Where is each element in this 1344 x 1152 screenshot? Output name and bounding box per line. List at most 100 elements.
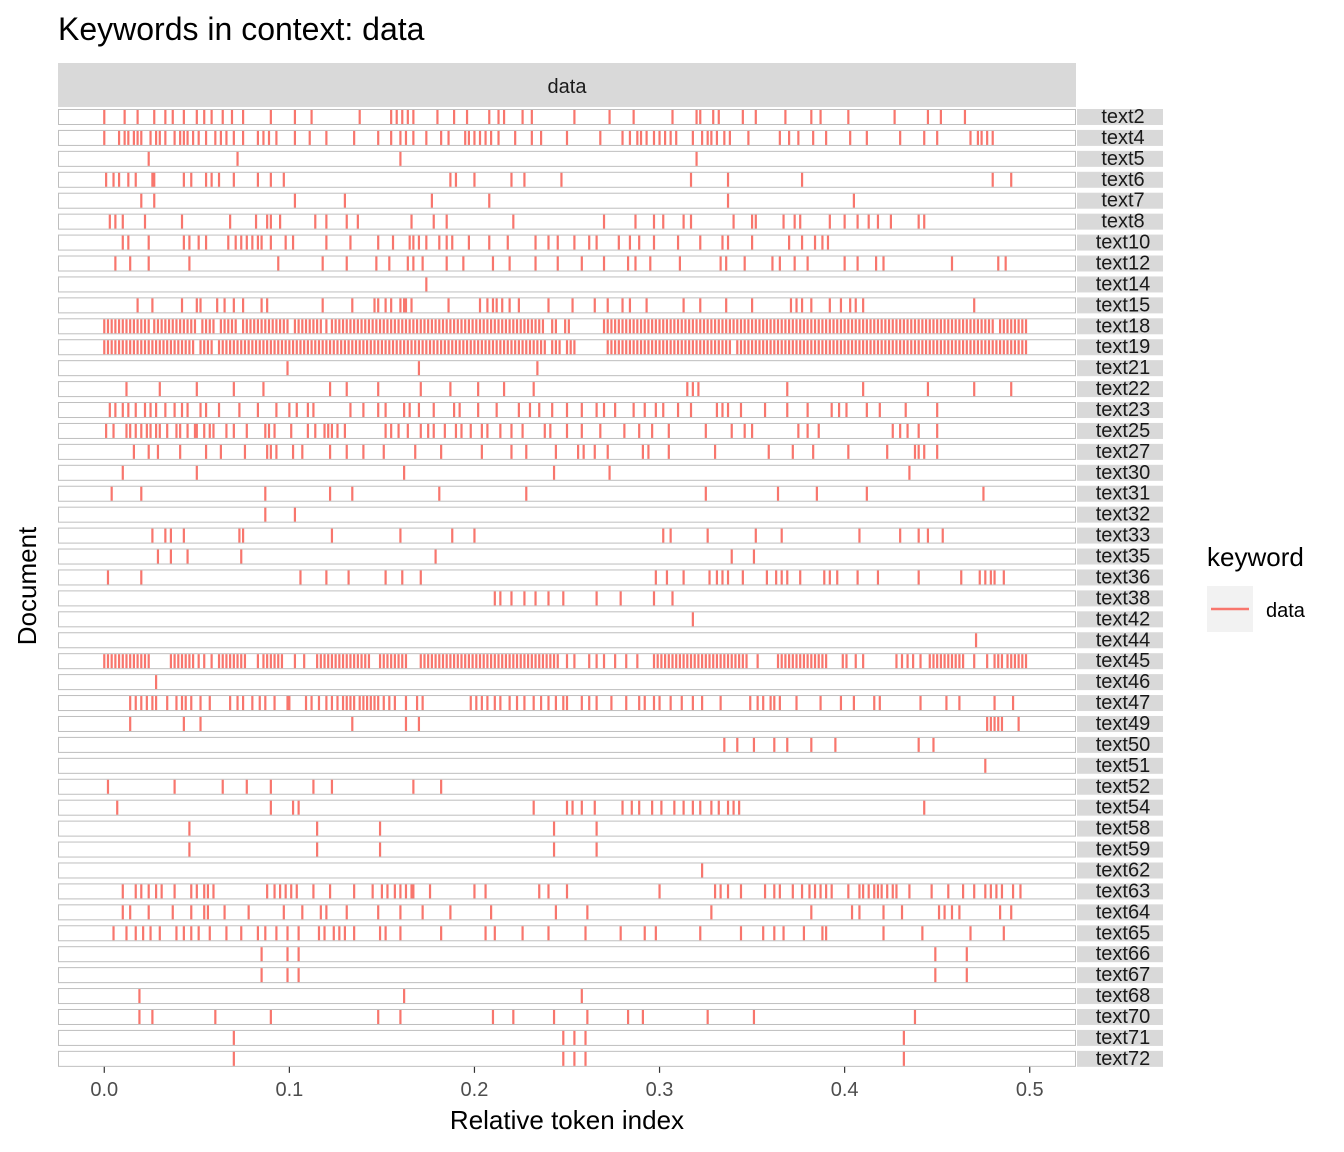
row-label: text58 (1096, 818, 1150, 840)
row-strip (1077, 339, 1163, 356)
row-panel (58, 297, 1076, 314)
row-strip (1077, 946, 1163, 963)
row-strip (1077, 674, 1163, 691)
row-panel (58, 674, 1076, 691)
row-label: text49 (1096, 713, 1150, 735)
row-panel (58, 820, 1076, 837)
row-panel (58, 715, 1076, 732)
row-strip (1077, 799, 1163, 816)
row-panel (58, 485, 1076, 502)
row-strip (1077, 967, 1163, 984)
row-strip (1077, 611, 1163, 628)
row-label: text32 (1096, 504, 1150, 526)
x-axis: 0.0 0.1 0.2 0.3 0.4 0.5 (90, 1066, 1044, 1101)
row-strip (1077, 464, 1163, 481)
row-label: text35 (1096, 546, 1150, 568)
row-label: text2 (1101, 106, 1144, 128)
row-panel (58, 360, 1076, 377)
facet-strip-label: data (548, 76, 588, 98)
row-label: text31 (1096, 483, 1150, 505)
row-label: text15 (1096, 294, 1150, 316)
row-panel (58, 946, 1076, 963)
row-panel (58, 736, 1076, 753)
row-strip (1077, 109, 1163, 125)
row-strip (1077, 925, 1163, 942)
row-label: text67 (1096, 964, 1150, 986)
row-strip (1077, 1050, 1163, 1067)
row-panel (58, 464, 1076, 481)
row-panel (58, 443, 1076, 460)
y-axis-title: Document (12, 526, 42, 645)
row-label: text7 (1101, 190, 1144, 212)
row-strip (1077, 736, 1163, 753)
row-label: text62 (1096, 859, 1150, 881)
row-panel (58, 778, 1076, 795)
row-label: text52 (1096, 776, 1150, 798)
row-label: text18 (1096, 315, 1150, 337)
row-panel (58, 1008, 1076, 1025)
row-label: text6 (1101, 169, 1144, 191)
row-panel (58, 548, 1076, 565)
row-strip (1077, 297, 1163, 314)
row-label: text66 (1096, 943, 1150, 965)
row-strip (1077, 213, 1163, 230)
row-panel (58, 255, 1076, 272)
row-panel (58, 213, 1076, 230)
chart-title: Keywords in context: data (58, 11, 425, 47)
row-label: text30 (1096, 462, 1150, 484)
legend-label-data: data (1266, 600, 1306, 622)
row-label: text27 (1096, 441, 1150, 463)
row-label: text21 (1096, 357, 1150, 379)
row-panel (58, 611, 1076, 628)
row-panel (58, 925, 1076, 942)
row-strip (1077, 234, 1163, 251)
row-strip (1077, 632, 1163, 649)
x-tick-label: 0.2 (461, 1079, 489, 1101)
row-label: text71 (1096, 1027, 1150, 1049)
row-panel (58, 381, 1076, 398)
row-panel (58, 150, 1076, 167)
row-strip (1077, 527, 1163, 544)
row-label: text64 (1096, 901, 1150, 923)
x-tick-label: 0.5 (1016, 1079, 1044, 1101)
row-label: text50 (1096, 734, 1150, 756)
row-panel (58, 192, 1076, 209)
row-panel (58, 1050, 1076, 1067)
row-panel (58, 632, 1076, 649)
row-panel (58, 569, 1076, 586)
row-strip (1077, 150, 1163, 167)
row-panel (58, 1029, 1076, 1046)
row-strip (1077, 820, 1163, 837)
row-label: text19 (1096, 336, 1150, 358)
row-strip (1077, 360, 1163, 377)
row-strip (1077, 862, 1163, 879)
row-label: text36 (1096, 566, 1150, 588)
row-label: text5 (1101, 148, 1144, 170)
row-label: text54 (1096, 797, 1150, 819)
row-label: text22 (1096, 378, 1150, 400)
row-label: text72 (1096, 1048, 1150, 1070)
row-label: text47 (1096, 692, 1150, 714)
row-label: text14 (1096, 273, 1150, 295)
row-strip (1077, 695, 1163, 712)
row-strip (1077, 485, 1163, 502)
row-label: text59 (1096, 839, 1150, 861)
row-panel (58, 862, 1076, 879)
row-label: text38 (1096, 587, 1150, 609)
row-panel (58, 527, 1076, 544)
row-panel (58, 506, 1076, 523)
row-label: text51 (1096, 755, 1150, 777)
row-label: text45 (1096, 650, 1150, 672)
row-panel (58, 757, 1076, 774)
legend: keyword data (1207, 542, 1306, 632)
row-strip (1077, 402, 1163, 419)
row-strip (1077, 590, 1163, 607)
x-tick-label: 0.1 (275, 1079, 303, 1101)
row-strip (1077, 757, 1163, 774)
x-tick-label: 0.3 (646, 1079, 674, 1101)
row-label: text65 (1096, 922, 1150, 944)
row-strip (1077, 506, 1163, 523)
row-strip (1077, 422, 1163, 439)
row-panel (58, 171, 1076, 188)
